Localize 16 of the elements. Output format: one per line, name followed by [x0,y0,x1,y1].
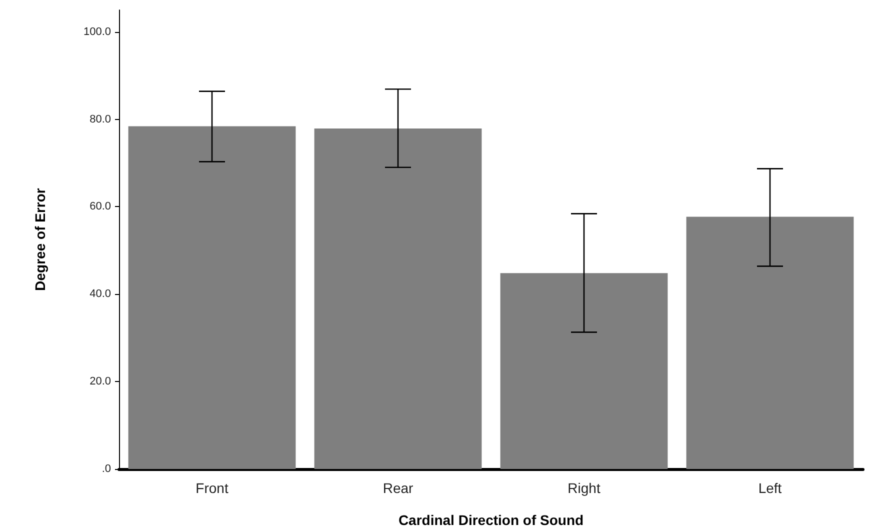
y-tick-label: 20.0 [90,376,111,388]
y-tick-label: 40.0 [90,288,111,300]
bar [500,273,668,469]
bar [128,126,296,469]
x-tick-label: Right [568,480,600,496]
x-tick-label: Left [758,480,782,496]
x-tick-label: Front [196,480,228,496]
y-tick-label: 100.0 [83,26,111,38]
x-tick-label: Rear [382,480,414,496]
x-axis-title: Cardinal Direction of Sound [398,512,584,528]
y-tick-label: 60.0 [90,200,111,213]
y-axis-title: Degree of Error [32,188,48,291]
bar [686,216,854,469]
bar [314,128,482,469]
y-tick-label: .0 [102,463,111,475]
y-tick-label: 80.0 [90,113,111,126]
